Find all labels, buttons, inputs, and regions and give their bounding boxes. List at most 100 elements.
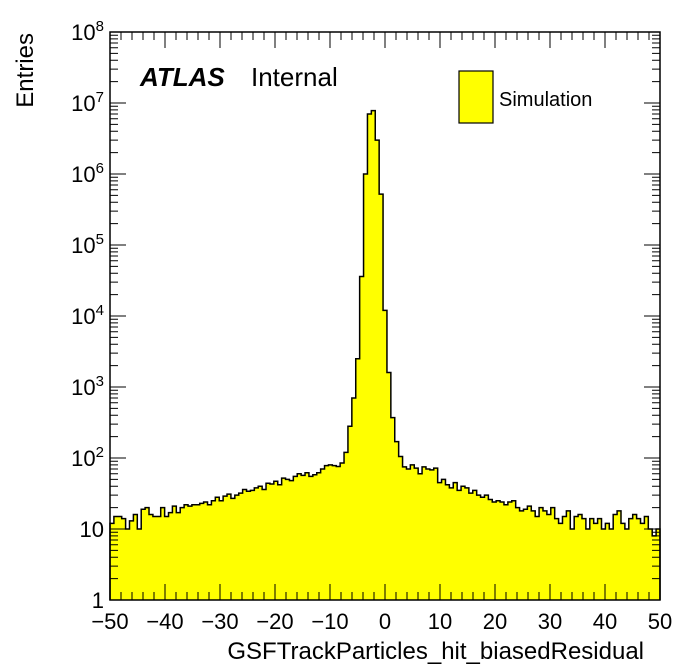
histogram-bar: [636, 518, 642, 600]
histogram-bar: [269, 484, 275, 600]
x-tick-label: −10: [311, 609, 348, 634]
histogram-bar: [492, 502, 497, 600]
histogram-bar: [223, 496, 228, 600]
histogram-bar: [535, 516, 540, 600]
histogram-bar: [227, 494, 232, 600]
histogram-bar: [581, 518, 587, 600]
histogram-bar: [546, 514, 552, 600]
x-axis-title: GSFTrackParticles_hit_biasedResidual: [227, 638, 644, 665]
y-tick-label: 105: [71, 231, 104, 258]
histogram-bar: [363, 174, 369, 600]
x-tick-label: −40: [146, 609, 183, 634]
histogram-bar: [328, 464, 333, 600]
x-tick-labels: −50 −40 −30 −20 −10 0 10 20 30 40 50: [91, 609, 672, 634]
histogram-bar: [110, 523, 115, 600]
histogram-bar: [554, 518, 560, 600]
histogram-bar: [156, 516, 162, 600]
histogram-bar: [207, 504, 213, 600]
histogram-bar: [542, 510, 548, 600]
legend: Simulation: [458, 70, 592, 124]
legend-label: Simulation: [499, 89, 592, 111]
histogram-bar: [617, 510, 622, 600]
y-tick-label: 10: [80, 517, 104, 542]
histogram-bar: [433, 468, 439, 600]
histogram-bar: [188, 506, 193, 600]
y-tick-label: 104: [71, 302, 104, 329]
histogram-bar: [347, 426, 353, 600]
y-tick-labels: 1 10 102 103 104 105 106 107 108: [71, 18, 104, 613]
histogram-bar: [453, 482, 458, 600]
histogram-bar: [359, 276, 365, 600]
histogram-bar: [570, 529, 575, 600]
histogram-bar: [422, 466, 427, 600]
histogram-bar: [461, 486, 466, 600]
histogram-bar: [550, 507, 556, 600]
histogram-bar: [480, 497, 486, 600]
histogram-bar: [566, 510, 571, 600]
histogram-bar: [652, 535, 657, 600]
histogram-bar: [195, 504, 201, 600]
histogram-bar: [523, 509, 528, 600]
histogram-bar: [176, 512, 181, 600]
histogram-bar: [597, 518, 603, 600]
histogram-bar: [632, 514, 638, 600]
histogram-bar: [332, 465, 337, 600]
y-tick-label: 106: [71, 160, 104, 187]
histogram-bar: [410, 464, 415, 600]
histogram-bar: [246, 491, 252, 600]
histogram-bar: [476, 495, 482, 600]
histogram-bar: [250, 490, 255, 600]
histogram-bar: [628, 518, 634, 600]
histogram-bar: [656, 529, 661, 600]
histogram-bar: [324, 465, 330, 600]
histogram-bar: [390, 417, 396, 600]
histogram-bar: [472, 490, 478, 600]
histogram-bar: [605, 523, 610, 600]
y-tick-label: 102: [71, 444, 104, 471]
histogram-bar: [152, 516, 158, 600]
histogram-bar: [308, 476, 314, 600]
histogram-bar: [172, 506, 177, 600]
histogram-bar: [558, 523, 564, 600]
histogram-bar: [191, 504, 197, 600]
x-tick-label: −30: [201, 609, 238, 634]
histogram-outline: [109, 109, 661, 600]
histogram-bar: [503, 504, 509, 600]
histogram-bar: [585, 529, 591, 600]
histogram-bar: [117, 516, 123, 600]
histogram-bar: [184, 504, 189, 600]
histogram-bar: [289, 480, 294, 600]
histogram-bar: [515, 507, 521, 600]
histogram-bar: [468, 493, 474, 600]
histogram-bars: [110, 110, 661, 600]
histogram-bar: [219, 500, 224, 600]
histogram-bar: [215, 497, 220, 600]
x-tick-label: 30: [538, 609, 562, 634]
histogram-bar: [113, 516, 119, 600]
histogram-bar: [168, 512, 174, 600]
histogram-bar: [394, 441, 400, 600]
histogram-bar: [398, 456, 404, 600]
histogram-bar: [574, 516, 579, 600]
histogram-bar: [496, 500, 501, 600]
x-tick-label: 10: [428, 609, 452, 634]
histogram-bar: [145, 507, 150, 600]
histogram-bar: [589, 518, 595, 600]
histogram-bar: [230, 498, 236, 600]
histogram-bar: [262, 489, 267, 600]
histogram-bar: [137, 529, 142, 600]
histogram-bar: [511, 500, 517, 600]
histogram-bar: [203, 502, 209, 600]
histogram-bar: [211, 500, 216, 600]
histogram-bar: [624, 529, 630, 600]
histogram-bar: [297, 473, 302, 600]
histogram-bar: [601, 529, 606, 600]
y-tick-label: 1: [92, 588, 104, 613]
histogram-bar: [406, 469, 411, 600]
histogram-bar: [344, 452, 349, 600]
histogram-bar: [293, 476, 298, 600]
histogram-bar: [234, 495, 240, 600]
histogram-bar: [457, 490, 462, 600]
histogram-bar: [273, 481, 279, 600]
